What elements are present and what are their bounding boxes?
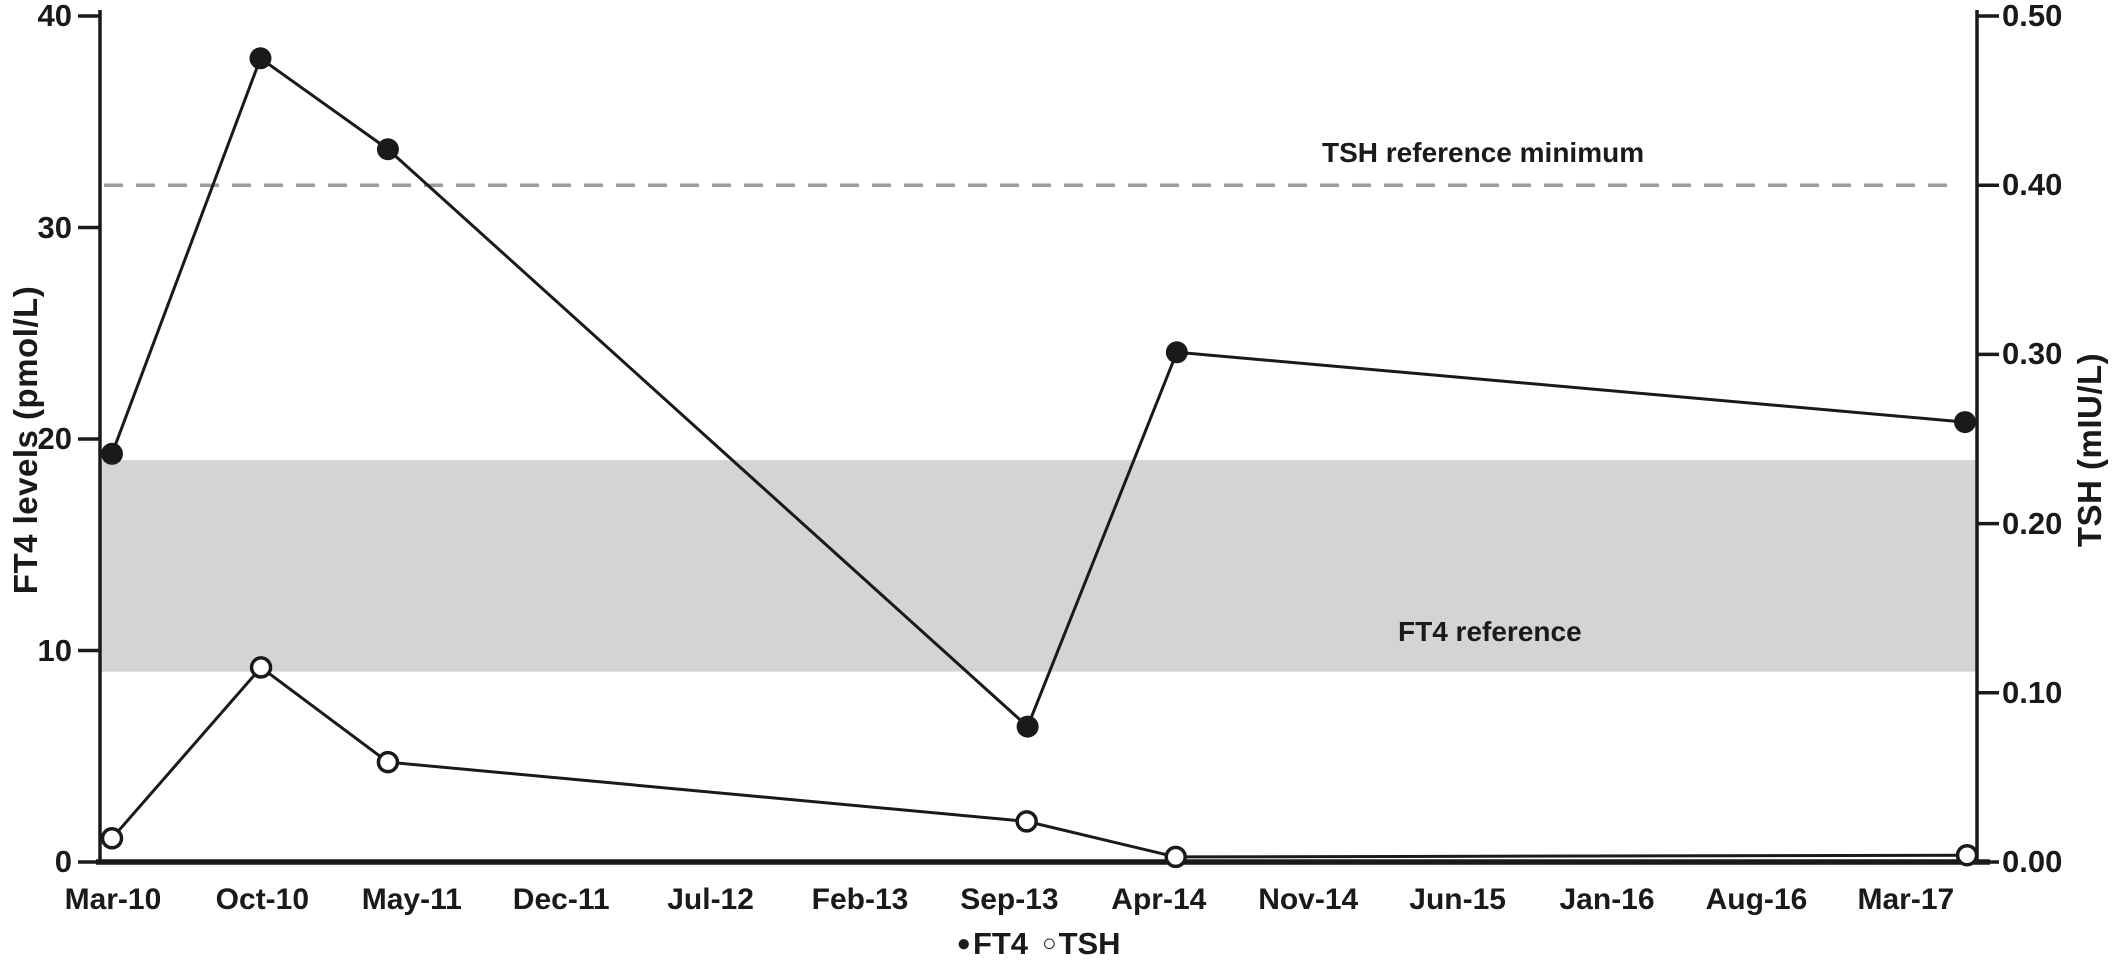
data-point-ft4 [101,442,124,465]
legend-marker-ft4-icon: ● [956,929,971,957]
x-axis-tick-label: Sep-13 [960,883,1059,916]
left-axis-tick-label: 30 [37,209,72,245]
right-axis-tick-label: 0.00 [2002,844,2063,879]
x-axis-tick-label: Jan-16 [1559,883,1655,916]
data-point-tsh [1015,810,1038,833]
left-axis-tick-label: 10 [37,632,72,668]
x-axis-tick-label: Jun-15 [1409,883,1506,916]
right-axis-tick-label: 0.50 [2002,0,2063,33]
chart-legend: ● FT4 ○ TSH [100,926,1977,962]
legend-label-ft4: FT4 [972,926,1029,961]
data-point-tsh [100,827,124,850]
legend-item-tsh: ○ TSH [1042,926,1121,962]
left-axis-tick-label: 40 [37,0,72,33]
x-axis-tick-label: Nov-14 [1258,883,1359,916]
x-axis-tick-label: Apr-14 [1111,883,1207,916]
legend-label-tsh: TSH [1058,926,1121,961]
ft4-reference-band-label: FT4 reference [1398,616,1582,647]
x-axis-tick-label: Dec-11 [512,883,610,916]
ft4-reference-band [100,460,1977,672]
left-axis-tick-label: 20 [37,421,72,456]
series-line-ft4 [110,56,1966,729]
series-line-tsh [110,665,1968,859]
data-point-ft4 [376,138,399,161]
data-point-ft4 [1165,341,1188,364]
data-point-tsh [249,656,273,679]
x-axis-tick-label: Jul-12 [667,883,754,916]
data-point-tsh [376,750,400,774]
x-axis-tick-label: May-11 [361,883,462,916]
data-point-ft4 [1016,715,1039,738]
x-axis-tick-label: Mar-17 [1857,883,1955,916]
x-axis-tick-label: Feb-13 [811,883,909,916]
data-point-tsh [1955,843,1979,867]
x-axis-tick-label: Mar-10 [64,883,162,916]
right-axis-tick-label: 0.10 [2002,674,2063,710]
right-axis-tick-label: 0.20 [2002,505,2063,541]
x-axis-tick-label: Oct-10 [215,883,310,916]
legend-marker-tsh-icon: ○ [1042,929,1057,957]
x-axis-tick-label: Aug-16 [1705,883,1808,916]
right-axis-tick-label: 0.40 [2002,167,2063,203]
right-axis-tick-label: 0.30 [2002,336,2063,372]
tsh-reference-minimum-label: TSH reference minimum [1322,137,1645,168]
legend-item-ft4: ● FT4 [956,926,1028,962]
data-point-tsh [1164,845,1187,869]
data-point-ft4 [1953,411,1976,434]
left-axis-tick-label: 0 [54,844,72,879]
data-point-ft4 [249,47,272,70]
